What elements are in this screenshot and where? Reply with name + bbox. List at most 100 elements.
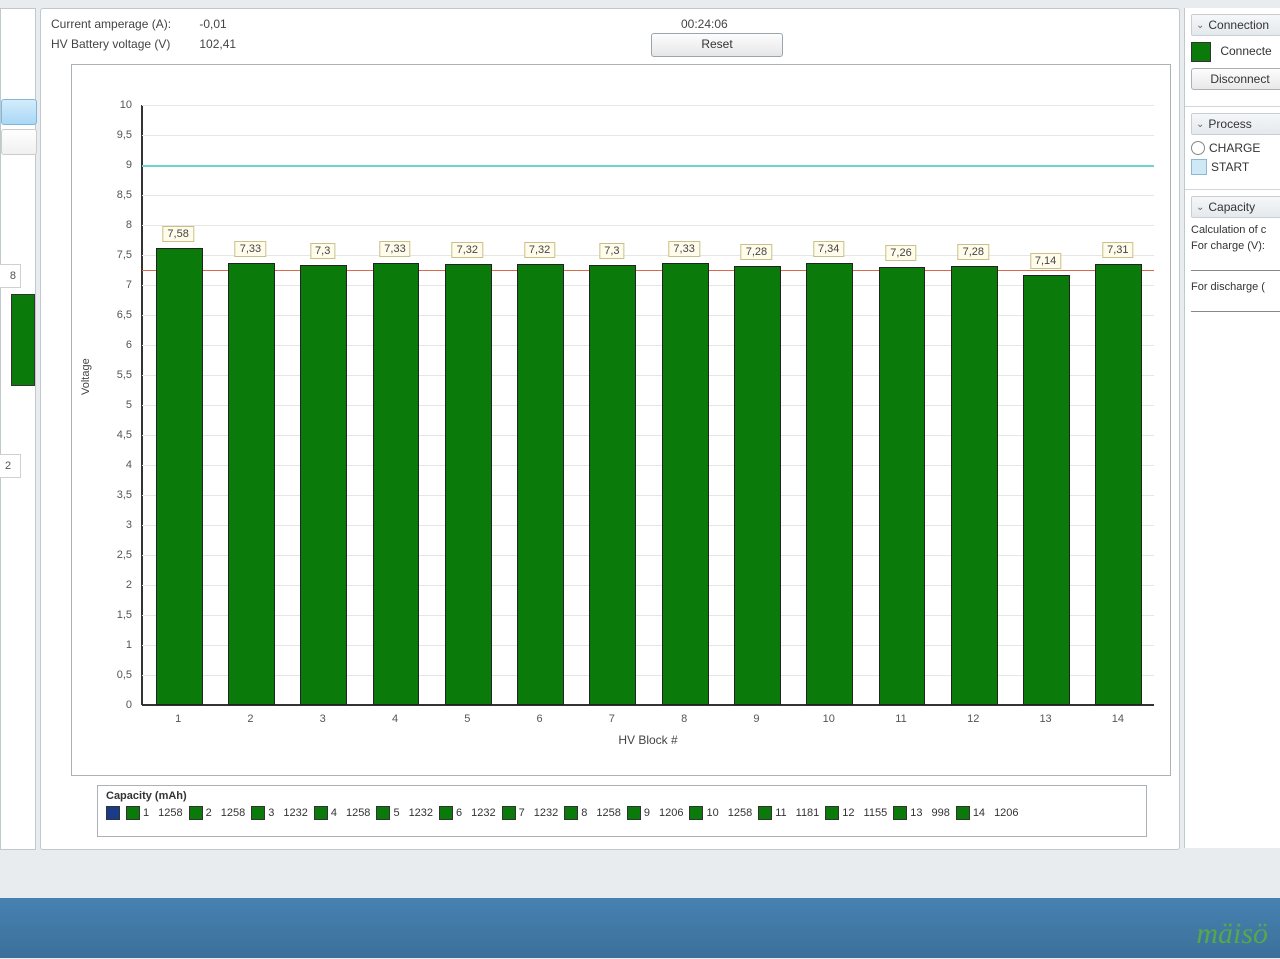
connection-title: Connection	[1208, 18, 1269, 32]
left-tab-active[interactable]	[1, 99, 37, 125]
bar-value-label: 7,26	[885, 245, 916, 261]
chevron-down-icon: ⌄	[1196, 202, 1204, 213]
process-title: Process	[1208, 117, 1251, 131]
legend-key: 1	[143, 807, 149, 819]
legend-key: 4	[331, 807, 337, 819]
bar-value-label: 7,33	[668, 241, 699, 257]
legend-value: 1258	[728, 807, 752, 819]
legend-swatch	[825, 806, 839, 820]
left-tab[interactable]	[1, 129, 37, 155]
legend-value: 1232	[471, 807, 495, 819]
bar	[373, 263, 420, 705]
reset-button[interactable]: Reset	[651, 33, 783, 57]
x-axis: HV Block # 1234567891011121314	[142, 709, 1154, 749]
y-tick: 10	[82, 99, 132, 111]
legend-swatch	[758, 806, 772, 820]
y-tick: 0,5	[82, 669, 132, 681]
bar	[662, 263, 709, 705]
legend-value: 1258	[596, 807, 620, 819]
legend-item: 4 1258	[314, 806, 371, 820]
capacity-header[interactable]: ⌄ Capacity	[1191, 196, 1280, 218]
y-tick: 5	[82, 399, 132, 411]
y-tick: 7,5	[82, 249, 132, 261]
y-tick: 8,5	[82, 189, 132, 201]
bar-value-label: 7,31	[1102, 242, 1133, 258]
legend-key: 12	[842, 807, 854, 819]
legend-box: Capacity (mAh) 1125821258312324125851232…	[97, 785, 1147, 837]
legend-value: 1232	[283, 807, 307, 819]
x-tick: 5	[464, 713, 470, 725]
gridline	[142, 375, 1154, 376]
left-num-2: 2	[0, 454, 21, 478]
legend-key: 13	[910, 807, 922, 819]
charge-option[interactable]: CHARGE	[1191, 141, 1280, 155]
bar-value-label: 7,14	[1030, 253, 1061, 269]
legend-swatch	[564, 806, 578, 820]
gridline	[142, 435, 1154, 436]
y-tick: 3,5	[82, 489, 132, 501]
gridline	[142, 105, 1154, 106]
voltage-value: 102,41	[199, 37, 259, 51]
timer-text: 00:24:06	[681, 17, 728, 31]
x-tick: 4	[392, 713, 398, 725]
left-num-1: 8	[0, 264, 21, 288]
legend-item: 61232	[439, 806, 496, 820]
legend-value: 1258	[346, 807, 370, 819]
connection-header[interactable]: ⌄ Connection	[1191, 14, 1280, 36]
x-tick: 10	[823, 713, 835, 725]
for-discharge-label: For discharge (	[1191, 281, 1280, 293]
y-tick: 1,5	[82, 609, 132, 621]
connected-label: Connecte	[1220, 44, 1271, 58]
legend-title: Capacity (mAh)	[106, 790, 1138, 802]
x-tick: 12	[967, 713, 979, 725]
bar-value-label: 7,3	[599, 243, 624, 259]
capacity-title: Capacity	[1208, 200, 1255, 214]
chevron-down-icon: ⌄	[1196, 20, 1204, 31]
connected-status: Connecte	[1191, 42, 1280, 62]
y-tick: 4	[82, 459, 132, 471]
process-header[interactable]: ⌄ Process	[1191, 113, 1280, 135]
start-label: START	[1211, 160, 1249, 174]
voltage-label: HV Battery voltage (V)	[51, 37, 196, 51]
charge-input[interactable]	[1191, 256, 1280, 271]
gridline	[142, 135, 1154, 136]
gridline	[142, 285, 1154, 286]
legend-value: 1155	[864, 807, 888, 819]
disconnect-button[interactable]: Disconnect	[1191, 68, 1280, 90]
y-tick: 1	[82, 639, 132, 651]
start-swatch	[1191, 159, 1207, 175]
legend-value: 1258	[158, 807, 182, 819]
y-tick: 8	[82, 219, 132, 231]
x-tick: 3	[320, 713, 326, 725]
legend-swatch	[376, 806, 390, 820]
bar	[445, 264, 492, 705]
x-axis-label: HV Block #	[618, 733, 677, 747]
bar	[806, 263, 853, 705]
watermark: mäisö	[1196, 917, 1268, 951]
legend-value: 1181	[796, 807, 820, 819]
y-tick: 6	[82, 339, 132, 351]
legend-swatch	[251, 806, 265, 820]
legend-key: 11	[775, 807, 786, 819]
x-tick: 14	[1112, 713, 1124, 725]
y-tick: 0	[82, 699, 132, 711]
legend-key: 2	[206, 807, 212, 819]
bar-value-label: 7,3	[310, 243, 335, 259]
legend-value: 1232	[534, 807, 558, 819]
legend-item: 12 1155	[825, 806, 887, 820]
legend-value: 998	[931, 807, 949, 819]
chart-container: Voltage 00,511,522,533,544,555,566,577,5…	[71, 64, 1171, 776]
discharge-input[interactable]	[1191, 297, 1280, 312]
x-tick: 6	[537, 713, 543, 725]
legend-swatch	[893, 806, 907, 820]
legend-lead-swatch	[106, 806, 120, 820]
x-axis-line	[142, 704, 1154, 706]
legend-item: 101258	[689, 806, 752, 820]
start-option[interactable]: START	[1191, 159, 1280, 175]
gridline	[142, 345, 1154, 346]
legend-swatch	[126, 806, 140, 820]
bar	[589, 265, 636, 705]
legend-swatch	[627, 806, 641, 820]
legend-value: 1206	[994, 807, 1018, 819]
left-mini-bar	[11, 294, 35, 386]
